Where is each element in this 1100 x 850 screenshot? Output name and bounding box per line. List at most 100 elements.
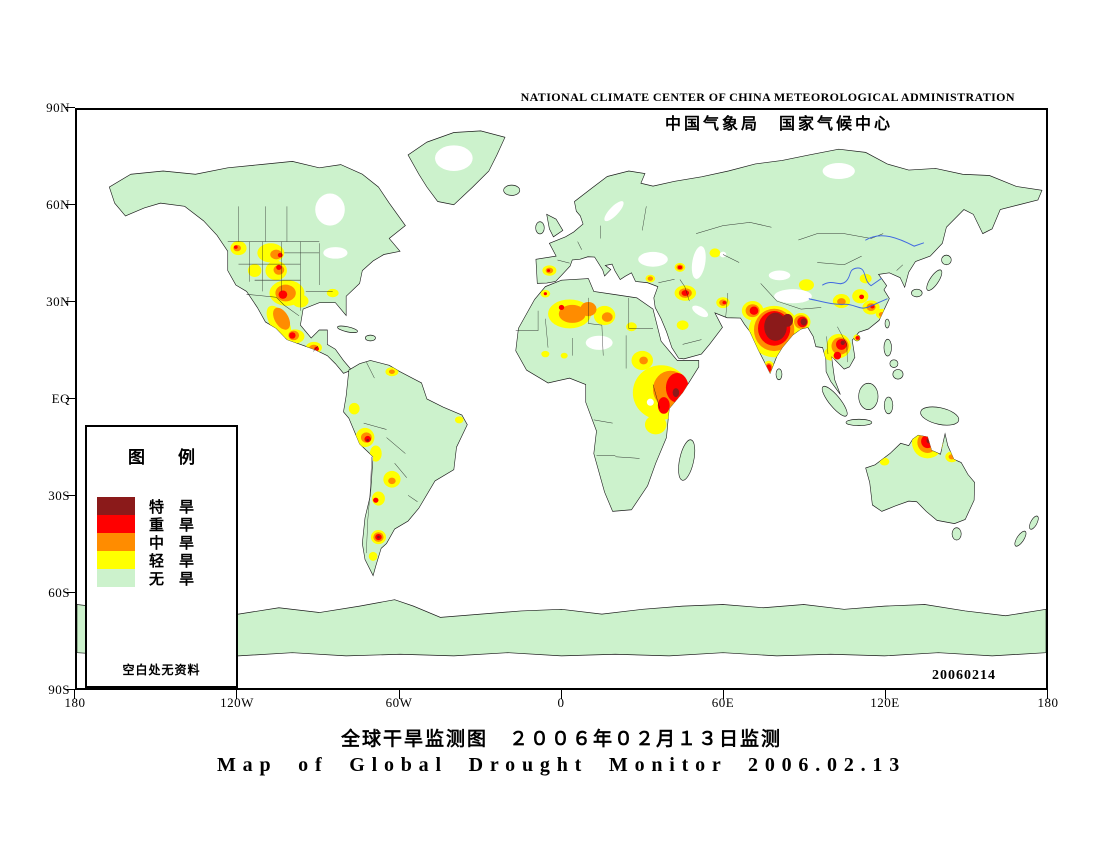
island-java: [845, 418, 873, 427]
continent-south-america: [343, 360, 468, 577]
amur-river: [865, 235, 924, 247]
yangtze-river: [808, 298, 888, 309]
yellow-river: [822, 267, 882, 287]
island-honshu: [926, 269, 943, 291]
persian-gulf: [692, 305, 709, 318]
lon-axis-label: 60W: [385, 695, 413, 710]
island-kyushu: [911, 288, 923, 298]
nodata-greenland: [434, 145, 473, 172]
island-visayas: [889, 359, 899, 368]
org-title-cn: 中国气象局 国家气候中心: [664, 116, 893, 133]
island-borneo: [858, 382, 879, 410]
lat-axis-label: 60N: [46, 197, 70, 212]
lat-axis-label: 90S: [48, 682, 70, 697]
world-map: [77, 130, 1046, 657]
nodata-tibet: [774, 289, 812, 304]
legend-item: 轻 旱: [97, 551, 195, 570]
axis-tick: [66, 107, 75, 109]
axis-tick: [66, 689, 75, 691]
legend-box: 图 例 特 旱 重 旱 中 旱 轻 旱: [85, 425, 238, 688]
axis-tick: [1047, 690, 1049, 699]
island-hispaniola: [364, 334, 376, 342]
axis-tick: [66, 204, 75, 206]
island-taiwan: [884, 318, 890, 329]
axis-tick: [723, 690, 725, 699]
legend-swatch-light: [97, 551, 135, 569]
legend-item: 特 旱: [97, 497, 195, 516]
legend-label: 重 旱: [149, 517, 195, 534]
axis-tick: [399, 690, 401, 699]
org-title-en: NATIONAL CLIMATE CENTER OF CHINA METEORO…: [520, 90, 1015, 104]
legend-note: 空白处无资料: [122, 663, 201, 677]
map-frame: 图 例 特 旱 重 旱 中 旱 轻 旱: [75, 108, 1048, 690]
legend-label: 特 旱: [149, 499, 195, 516]
axis-tick: [885, 690, 887, 699]
continents-layer: [77, 130, 1046, 657]
island-nz-south: [1014, 530, 1027, 547]
lon-axis-label: 0: [557, 695, 565, 710]
island-new-guinea: [920, 406, 960, 426]
legend-item: 中 旱: [97, 533, 195, 552]
lat-axis-label: EQ: [51, 391, 70, 406]
lon-axis-label: 180: [64, 695, 86, 710]
lat-axis-label: 60S: [48, 585, 70, 600]
lake-victoria: [646, 398, 654, 406]
date-stamp: 20060214: [932, 668, 996, 683]
island-sri-lanka: [775, 368, 783, 381]
island-nz-north: [1029, 515, 1039, 530]
legend-item: 无 旱: [97, 569, 195, 588]
legend-label: 轻 旱: [149, 553, 195, 570]
lon-axis-label: 120W: [220, 695, 254, 710]
island-sulawesi: [883, 396, 894, 415]
hudson-bay: [315, 193, 345, 226]
island-madagascar: [678, 439, 696, 481]
nodata-siberia: [822, 162, 855, 180]
caspian-sea: [691, 246, 706, 279]
lon-axis-label: 60E: [711, 695, 735, 710]
island-tasmania: [951, 527, 962, 541]
axis-tick: [66, 592, 75, 594]
drought-extreme-layer: [366, 312, 932, 539]
axis-tick: [66, 398, 75, 400]
lakes-and-nodata-layer: [315, 145, 855, 406]
axis-tick: [74, 690, 76, 699]
axis-tick: [236, 690, 238, 699]
legend-swatch-extreme: [97, 497, 135, 515]
continent-antarctica: [77, 599, 1046, 657]
legend-item: 重 旱: [97, 515, 195, 534]
island-cuba: [337, 325, 358, 333]
legend-swatch-moderate: [97, 533, 135, 551]
country-borders-layer: [227, 206, 903, 554]
axis-tick: [561, 690, 563, 699]
lat-axis-label: 90N: [46, 100, 70, 115]
map-title-en: Map of Global Drought Monitor 2006.02.13: [216, 754, 907, 776]
island-sumatra: [821, 385, 848, 417]
nodata-sahel: [585, 335, 613, 350]
legend-label: 无 旱: [149, 571, 195, 588]
lat-axis-label: 30S: [48, 488, 70, 503]
island-luzon: [883, 338, 892, 357]
island-ireland: [535, 221, 545, 235]
island-mindanao: [892, 369, 904, 380]
legend-swatch-none: [97, 569, 135, 587]
legend-title: 图 例: [128, 448, 203, 467]
island-great-britain: [546, 213, 564, 238]
axis-tick: [66, 301, 75, 303]
axis-tick: [66, 495, 75, 497]
legend-label: 中 旱: [149, 535, 195, 552]
nodata-taklamakan: [768, 270, 791, 281]
legend-swatch-severe: [97, 515, 135, 533]
baltic-sea: [604, 201, 624, 222]
lat-axis-label: 30N: [46, 294, 70, 309]
lon-axis-label: 120E: [870, 695, 900, 710]
rivers-layer: [808, 235, 924, 309]
map-title-cn: 全球干旱监测图 ２００６年０２月１３日监测: [340, 729, 782, 750]
island-iceland: [503, 184, 521, 196]
black-sea: [638, 251, 668, 267]
lon-axis-label: 180: [1037, 695, 1059, 710]
continent-eurasia: [535, 148, 1043, 395]
legend-rows: 特 旱 重 旱 中 旱 轻 旱 无 旱: [97, 497, 195, 588]
island-hokkaido: [941, 254, 952, 266]
great-lakes: [323, 247, 348, 259]
